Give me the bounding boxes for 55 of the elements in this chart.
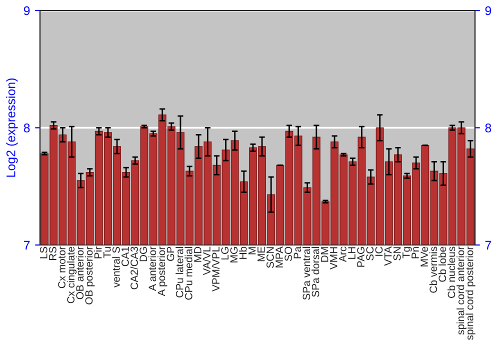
x-tick-label: SN bbox=[393, 247, 401, 260]
y2-tick-label: 7 bbox=[485, 240, 492, 250]
y-tick-label: 7 bbox=[24, 240, 30, 250]
x-tick-label: DM bbox=[320, 247, 328, 262]
x-tick-label: CA2/CA3 bbox=[130, 246, 138, 290]
x-tick-label: SO bbox=[284, 246, 292, 261]
x-tick-label: Pa bbox=[294, 246, 302, 258]
x-tick-label: Cb lobe bbox=[438, 246, 446, 282]
x-tick-label: A posterior bbox=[157, 246, 168, 296]
x-tick-label: LH bbox=[348, 247, 356, 259]
x-tick-label: Arc bbox=[339, 246, 346, 262]
x-tick-label: Cb nucleus bbox=[447, 246, 456, 298]
x-tick-label: Tu bbox=[103, 247, 111, 258]
x-tick-label: A anterior bbox=[148, 246, 156, 291]
x-tick-label: Tg bbox=[402, 247, 412, 258]
x-tick-label: VMH bbox=[330, 247, 338, 270]
x-tick-label: spinal cord posterior bbox=[466, 246, 476, 340]
x-tick-label: OB posterior bbox=[84, 246, 95, 304]
x-tick-label: SPa ventral bbox=[302, 247, 310, 300]
x-tick-label: RS bbox=[49, 246, 56, 260]
x-tick-label: CPu medial bbox=[184, 247, 192, 300]
y-axis-title: Log2 (expression) bbox=[6, 78, 18, 177]
x-tick-label: LS bbox=[40, 246, 48, 258]
x-tick-label: MPA bbox=[276, 246, 283, 268]
x-tick-label: CPu lateral bbox=[176, 247, 184, 298]
x-tick-label: MVe bbox=[420, 246, 428, 266]
x-tick-label: SCN bbox=[266, 247, 274, 268]
y2-tick-label: 8 bbox=[485, 124, 492, 132]
x-tick-label: ME bbox=[258, 246, 265, 262]
x-tick-label: MG bbox=[230, 247, 238, 262]
x-tick-label: GP bbox=[166, 246, 174, 261]
x-tick-label: IC bbox=[375, 246, 383, 256]
x-tick-label: PAG bbox=[357, 247, 365, 267]
x-tick-label: LG bbox=[221, 247, 229, 260]
x-tick-label: Cb vermis bbox=[429, 246, 438, 293]
x-tick-label: M bbox=[248, 247, 256, 254]
x-tick-label: SC bbox=[366, 246, 374, 260]
x-tick-label: CA1 bbox=[122, 246, 129, 266]
x-tick-label: VPM/VPL bbox=[212, 246, 220, 292]
x-tick-label: Cx cingulate bbox=[66, 246, 77, 304]
x-tick-label: VA/VL bbox=[202, 246, 210, 276]
x-tick-label: ventral S bbox=[112, 246, 120, 288]
x-tick-label: SPa dorsal bbox=[312, 247, 320, 297]
x-tick-label: OB anterior bbox=[76, 246, 84, 300]
y-tick-label: 8 bbox=[24, 124, 30, 132]
x-tick-label: DG bbox=[140, 247, 148, 262]
x-tick-label: spinal cord anterior bbox=[456, 246, 466, 335]
x-tick-label: VTA bbox=[384, 246, 392, 266]
y2-tick-label: 9 bbox=[485, 6, 492, 16]
x-tick-label: Hb bbox=[239, 246, 247, 259]
x-tick-label: MD bbox=[194, 246, 202, 262]
x-tick-label: Pir bbox=[94, 246, 102, 258]
y-tick-label: 9 bbox=[24, 6, 30, 16]
x-tick-label: Cx motor bbox=[58, 246, 66, 288]
x-tick-label: Pn bbox=[412, 247, 419, 258]
